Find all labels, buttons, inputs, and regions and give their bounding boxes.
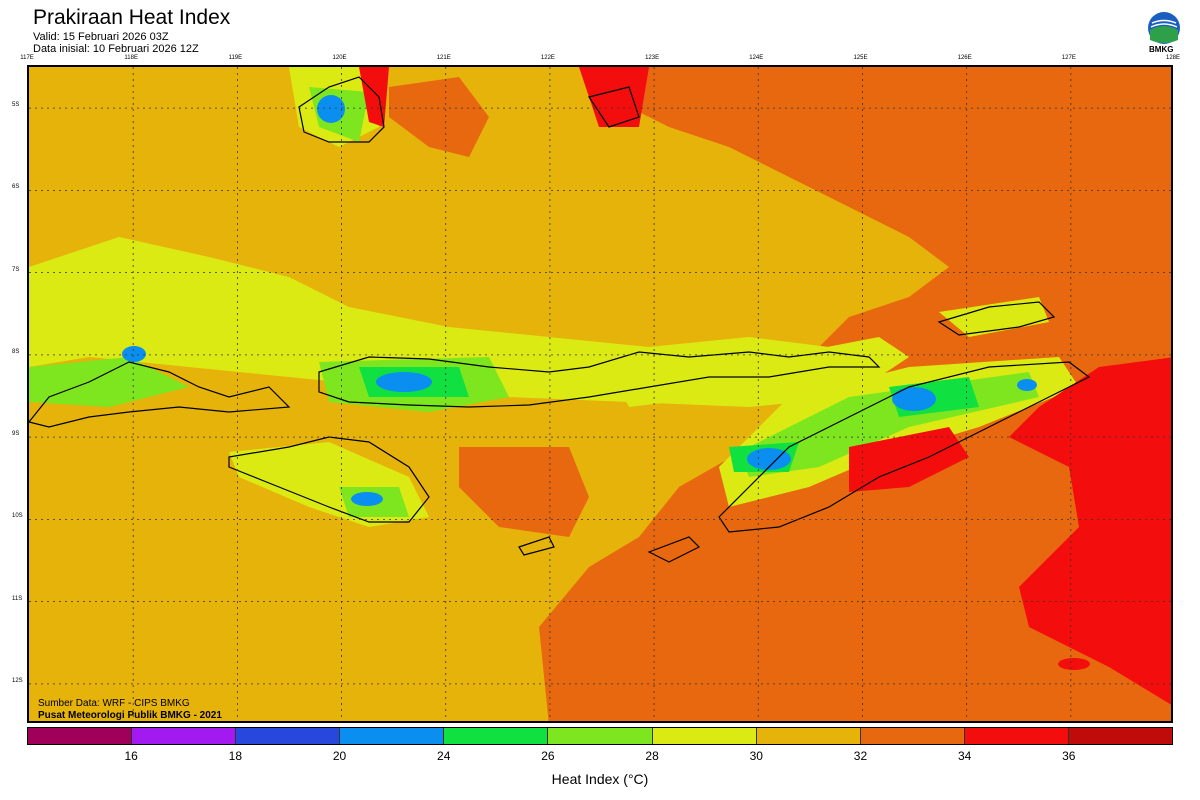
field-20-24-sumba [351, 492, 383, 506]
field-20-24-flores [376, 372, 432, 392]
lat-label: 10S [12, 513, 23, 520]
lon-label: 117E [20, 55, 34, 61]
lon-label: 128E [1165, 55, 1181, 61]
colorbar-segment [652, 728, 757, 744]
colorbar-segment [132, 728, 237, 744]
colorbar-tick: 34 [957, 749, 972, 763]
colorbar-tick: 32 [853, 749, 868, 763]
lat-label: 12S [12, 677, 23, 684]
lon-label: 126E [957, 55, 972, 61]
coast-lombok-sumbawa [29, 361, 291, 428]
lon-label: 119E [228, 55, 243, 61]
field-28-30-flores-east [619, 337, 909, 407]
colorbar-tick: 26 [541, 749, 555, 763]
heat-index-map [27, 65, 1173, 723]
colorbar-tick: 28 [645, 749, 659, 763]
coast-buton [588, 86, 640, 128]
data-source-credit: Sumber Data: WRF - CIPS BMKG [38, 698, 190, 709]
colorbar-segment [236, 728, 341, 744]
field-32-34-centre [459, 447, 589, 537]
logo-text: BMKG [1149, 45, 1174, 54]
field-34-36-timor-south [849, 427, 969, 492]
publisher-credit: Pusat Meteorologi Publik BMKG - 2021 [38, 710, 222, 721]
lon-label: 127E [1061, 55, 1076, 61]
coast-sulawesi-south [298, 76, 385, 143]
field-32-34-north [389, 77, 489, 157]
lat-label: 11S [12, 595, 23, 602]
lon-label: 118E [124, 55, 138, 61]
lon-label: 125E [853, 55, 868, 61]
coast-sawu [518, 536, 555, 556]
colorbar-tick: 18 [228, 749, 243, 763]
map-title: Prakiraan Heat Index [33, 6, 231, 29]
colorbar-tick: 30 [749, 749, 763, 763]
lat-label: 8S [12, 348, 20, 355]
bmkg-logo-icon [1146, 10, 1182, 56]
field-28-30-west [29, 237, 869, 407]
field-26-28-west [29, 357, 189, 407]
lat-label: 9S [12, 431, 20, 438]
coast-timor [718, 361, 1091, 533]
lat-lon-grid [29, 67, 1171, 721]
coast-sumba [228, 436, 430, 523]
lon-label: 121E [436, 55, 451, 61]
field-34-36-small [1058, 658, 1090, 670]
colorbar-tick: 24 [437, 749, 451, 763]
coastlines [29, 76, 1091, 563]
initial-time: Data inisial: 10 Februari 2026 12Z [33, 43, 199, 55]
coast-wetar [937, 301, 1056, 336]
lat-label: 6S [12, 184, 20, 191]
colorbar [27, 727, 1173, 745]
coast-rote [647, 536, 701, 563]
colorbar-segment [28, 728, 133, 744]
lon-label: 122E [540, 55, 555, 61]
map-canvas [29, 67, 1171, 721]
field-20-24-wetar [1017, 379, 1037, 391]
field-34-36-southeast [1009, 357, 1171, 705]
valid-time: Valid: 15 Februari 2026 03Z [33, 31, 169, 43]
coast-flores [318, 351, 881, 408]
colorbar-segment [340, 728, 445, 744]
colorbar-segment [756, 728, 861, 744]
colorbar-segment [444, 728, 549, 744]
colorbar-tick: 16 [124, 749, 138, 763]
field-20-24-north [317, 95, 345, 123]
lon-label: 124E [749, 55, 764, 61]
colorbar-segment [1068, 728, 1173, 744]
field-20-24-lombok [122, 346, 146, 362]
colorbar-tick: 20 [332, 749, 347, 763]
colorbar-tick: 36 [1062, 749, 1076, 763]
field-34-36-north [579, 67, 649, 127]
colorbar-segment [964, 728, 1069, 744]
lon-label: 120E [332, 55, 347, 61]
lat-label: 7S [12, 266, 20, 273]
colorbar-segment [860, 728, 965, 744]
colorbar-segment [548, 728, 653, 744]
colorbar-label: Heat Index (°C) [551, 771, 649, 787]
lat-label: 5S [12, 102, 20, 109]
field-20-24-timor [892, 387, 936, 411]
lon-label: 123E [645, 55, 660, 61]
